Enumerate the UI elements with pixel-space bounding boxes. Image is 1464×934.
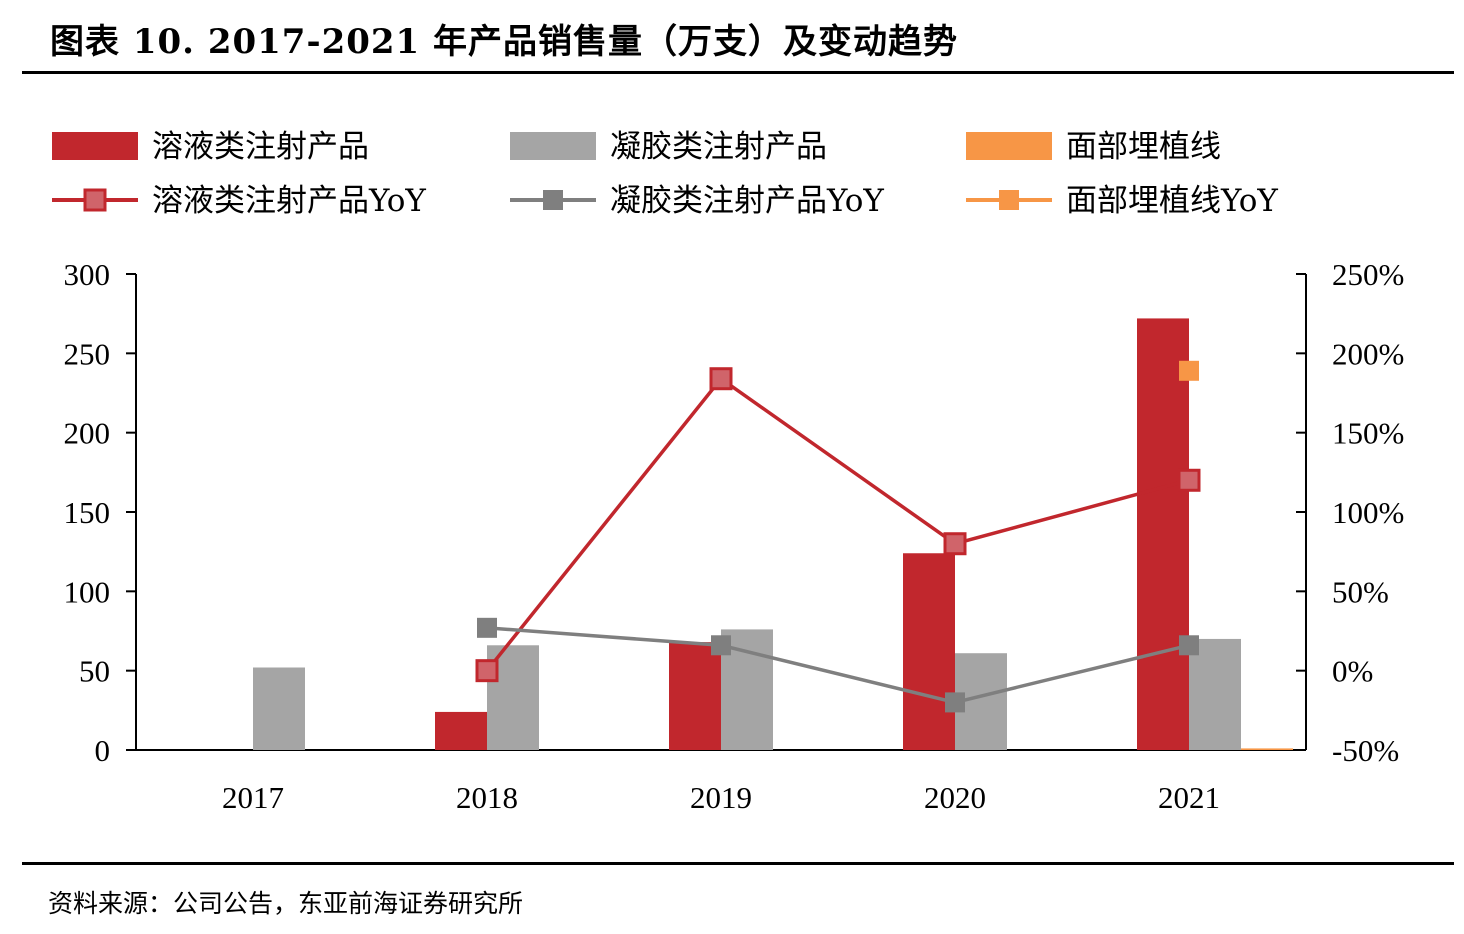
legend-marker-凝胶类注射产品YoY: [543, 190, 563, 210]
legend-marker-面部埋植线YoY: [999, 190, 1019, 210]
marker-溶液类注射产品YoY: [709, 367, 733, 391]
bar-gel-2021: [1189, 638, 1241, 750]
y-right-tick-label: 0%: [1332, 654, 1373, 689]
legend-swatch-溶液类注射产品: [52, 132, 138, 160]
source-note: 资料来源：公司公告，东亚前海证券研究所: [48, 889, 524, 918]
legend-label: 面部埋植线YoY: [1066, 183, 1278, 219]
line-凝胶类注射产品YoY: [486, 626, 1190, 705]
legend-swatch-面部埋植线: [966, 132, 1052, 160]
y-right-tick-label: 250%: [1332, 257, 1404, 292]
x-tick-label: 2018: [456, 780, 518, 815]
y-left-tick-label: 100: [64, 574, 111, 609]
marker-凝胶类注射产品YoY: [477, 617, 497, 638]
y-left-tick-label: 0: [95, 733, 111, 768]
y-left-tick-label: 50: [79, 654, 110, 689]
bars: [253, 318, 1293, 750]
bar-solution-2018: [435, 711, 487, 750]
x-tick-label: 2021: [1158, 780, 1220, 815]
line-溶液类注射产品YoY: [485, 376, 1190, 672]
x-tick-label: 2019: [690, 780, 752, 815]
bar-solution-2020: [903, 553, 955, 750]
bar-solution-2019: [669, 642, 721, 750]
y-left-tick-label: 250: [64, 336, 111, 371]
marker-溶液类注射产品YoY: [475, 659, 499, 683]
bar-thread-2021: [1241, 748, 1293, 750]
legend-label: 溶液类注射产品: [152, 129, 369, 165]
axes: 0 50 100 150 200 250 300 -50% 0% 50% 100% 150% 200% 2…: [64, 257, 1405, 815]
footer-rule: [22, 862, 1454, 865]
y-right-tick-label: 150%: [1332, 416, 1404, 451]
y-left-tick-label: 150: [64, 495, 111, 530]
legend-swatch-凝胶类注射产品: [510, 132, 596, 160]
y-right-tick-label: 200%: [1332, 336, 1404, 371]
marker-溶液类注射产品YoY: [1177, 468, 1201, 492]
y-right-tick-label: 100%: [1332, 495, 1404, 530]
x-tick-label: 2020: [924, 780, 986, 815]
y-right-tick-label: 50%: [1332, 574, 1389, 609]
y-right-tick-label: -50%: [1332, 733, 1399, 768]
marker-凝胶类注射产品YoY: [945, 692, 965, 713]
legend-label: 面部埋植线: [1066, 129, 1221, 165]
lines: [475, 360, 1201, 713]
legend-marker-溶液类注射产品YoY: [83, 188, 107, 212]
y-left-tick-label: 300: [64, 257, 111, 292]
chart-title: 图表 10. 2017-2021 年产品销售量（万支）及变动趋势: [50, 22, 959, 62]
legend-label: 凝胶类注射产品: [610, 129, 827, 165]
x-tick-label: 2017: [222, 780, 284, 815]
marker-面部埋植线YoY: [1179, 360, 1199, 381]
marker-溶液类注射产品YoY: [943, 532, 967, 556]
legend-label: 凝胶类注射产品YoY: [610, 183, 884, 219]
marker-凝胶类注射产品YoY: [1179, 635, 1199, 656]
marker-凝胶类注射产品YoY: [711, 635, 731, 656]
y-left-tick-label: 200: [64, 416, 111, 451]
legend-label: 溶液类注射产品YoY: [152, 183, 426, 219]
title-rule: [22, 71, 1454, 74]
bar-gel-2017: [253, 667, 305, 750]
bar-solution-2021: [1137, 318, 1189, 750]
